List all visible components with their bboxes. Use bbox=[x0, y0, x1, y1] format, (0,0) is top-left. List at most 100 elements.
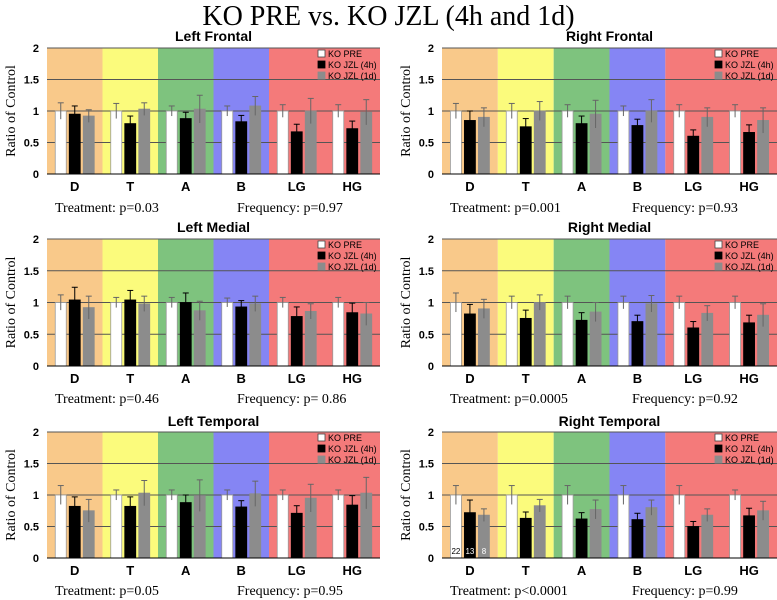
bar bbox=[645, 303, 658, 367]
x-tick-label: HG bbox=[739, 179, 759, 194]
y-tick-label: 1.5 bbox=[24, 459, 39, 471]
chart-panel-3: 0 0.5 1 1.5 2 Ratio of Control Right Medial D T A… bbox=[399, 219, 777, 407]
bar bbox=[276, 302, 289, 367]
treatment-stat: Treatment: p=0.001 bbox=[450, 201, 561, 216]
legend-label: KO JZL (1d) bbox=[328, 71, 377, 81]
x-tick-label: T bbox=[126, 179, 134, 194]
x-tick-label: A bbox=[181, 371, 191, 386]
treatment-stat: Treatment: p=0.05 bbox=[55, 584, 159, 599]
x-tick-label: D bbox=[465, 371, 474, 386]
bar bbox=[332, 302, 345, 367]
y-tick-label: 0 bbox=[428, 169, 434, 181]
y-tick-label: 0.5 bbox=[419, 522, 434, 534]
legend-label: KO JZL (1d) bbox=[328, 262, 377, 272]
y-tick-label: 1 bbox=[33, 298, 39, 310]
y-tick-label: 2 bbox=[428, 234, 434, 246]
x-tick-label: HG bbox=[343, 371, 363, 386]
bar bbox=[304, 310, 317, 367]
treatment-stat: Treatment: p=0.03 bbox=[55, 201, 159, 216]
y-tick-label: 1 bbox=[33, 106, 39, 118]
bar bbox=[505, 110, 518, 175]
x-tick-label: HG bbox=[343, 563, 363, 578]
x-tick-label: B bbox=[237, 179, 246, 194]
legend-swatch bbox=[317, 60, 326, 69]
legend-swatch bbox=[714, 71, 723, 80]
x-tick-label: HG bbox=[739, 371, 759, 386]
panel-title: Right Medial bbox=[568, 219, 651, 235]
legend-label: KO PRE bbox=[725, 433, 759, 443]
bar bbox=[110, 110, 123, 175]
panel-title: Left Temporal bbox=[168, 413, 260, 429]
y-tick-label: 2 bbox=[33, 427, 39, 439]
legend-label: KO PRE bbox=[328, 433, 362, 443]
y-tick-label: 1 bbox=[428, 298, 434, 310]
x-tick-label: D bbox=[70, 371, 79, 386]
y-tick-label: 0.5 bbox=[24, 138, 39, 150]
legend-label: KO JZL (1d) bbox=[725, 262, 774, 272]
bar bbox=[701, 312, 714, 367]
x-tick-label: D bbox=[70, 563, 79, 578]
bar bbox=[221, 110, 234, 175]
y-tick-label: 1 bbox=[428, 490, 434, 502]
legend-swatch bbox=[317, 455, 326, 464]
legend-swatch bbox=[317, 240, 326, 249]
bar bbox=[617, 110, 630, 175]
bar bbox=[165, 494, 178, 559]
x-tick-label: HG bbox=[343, 179, 363, 194]
bar bbox=[673, 110, 686, 175]
legend-label: KO JZL (1d) bbox=[328, 455, 377, 465]
legend-label: KO JZL (1d) bbox=[725, 71, 774, 81]
treatment-stat: Treatment: p<0.0001 bbox=[450, 584, 568, 599]
frequency-stat: Frequency: p=0.92 bbox=[632, 392, 738, 407]
y-tick-label: 0.5 bbox=[419, 329, 434, 341]
y-tick-label: 2 bbox=[33, 43, 39, 55]
x-tick-label: T bbox=[126, 371, 134, 386]
chart-panel-5: 0 0.5 1 1.5 2 Ratio of Control Right Temporal 2… bbox=[399, 413, 777, 599]
bar-annotation: 13 bbox=[465, 547, 474, 556]
y-tick-label: 1.5 bbox=[419, 266, 434, 278]
x-tick-label: LG bbox=[288, 371, 306, 386]
bar bbox=[68, 113, 81, 175]
panel-title: Right Temporal bbox=[559, 413, 661, 429]
y-tick-label: 1 bbox=[428, 106, 434, 118]
legend-swatch bbox=[317, 444, 326, 453]
bar bbox=[276, 110, 289, 175]
x-tick-label: LG bbox=[684, 179, 702, 194]
bar-annotation: 8 bbox=[482, 547, 487, 556]
treatment-stat: Treatment: p=0.46 bbox=[55, 392, 159, 407]
legend-label: KO JZL (4h) bbox=[328, 60, 377, 70]
chart-panel-2: 0 0.5 1 1.5 2 Ratio of Control Left Medial D T A B… bbox=[4, 219, 380, 407]
y-tick-label: 1 bbox=[33, 490, 39, 502]
legend-label: KO PRE bbox=[328, 49, 362, 59]
y-tick-label: 2 bbox=[33, 234, 39, 246]
bar bbox=[561, 110, 574, 175]
bar bbox=[124, 299, 137, 367]
legend-label: KO PRE bbox=[725, 240, 759, 250]
legend-label: KO PRE bbox=[725, 49, 759, 59]
legend-swatch bbox=[317, 71, 326, 80]
y-tick-label: 0 bbox=[428, 361, 434, 373]
bar bbox=[645, 507, 658, 559]
legend-label: KO JZL (4h) bbox=[725, 444, 774, 454]
bar bbox=[179, 118, 192, 175]
panel-title: Right Frontal bbox=[566, 28, 653, 44]
legend-label: KO JZL (4h) bbox=[725, 60, 774, 70]
legend-swatch bbox=[714, 433, 723, 442]
bar bbox=[249, 105, 262, 175]
x-tick-label: B bbox=[237, 371, 246, 386]
y-tick-label: 0 bbox=[428, 553, 434, 565]
legend-label: KO JZL (4h) bbox=[328, 251, 377, 261]
bar bbox=[276, 494, 289, 559]
y-axis-label: Ratio of Control bbox=[399, 257, 414, 349]
legend-label: KO JZL (1d) bbox=[725, 455, 774, 465]
figure-title: KO PRE vs. KO JZL (4h and 1d) bbox=[202, 1, 575, 32]
legend-swatch bbox=[714, 251, 723, 260]
bar bbox=[631, 321, 644, 367]
legend-swatch bbox=[317, 433, 326, 442]
x-tick-label: A bbox=[577, 563, 587, 578]
bar bbox=[332, 110, 345, 175]
x-tick-label: LG bbox=[684, 371, 702, 386]
bar bbox=[617, 302, 630, 367]
x-tick-label: A bbox=[181, 179, 191, 194]
